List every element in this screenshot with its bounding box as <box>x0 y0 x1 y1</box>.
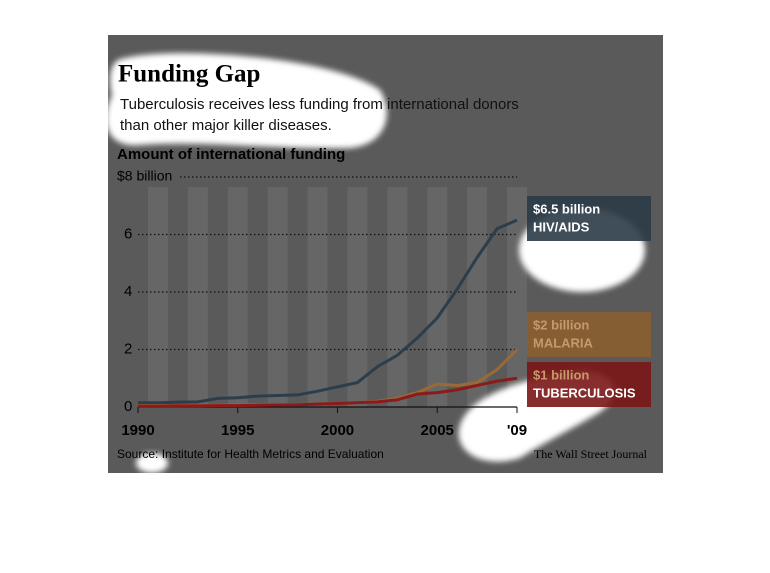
source: Source: Institute for Health Metrics and… <box>117 447 384 461</box>
stripe <box>507 187 527 407</box>
y-axis-label: Amount of international funding <box>117 146 345 163</box>
stripe <box>307 187 328 407</box>
legend-label: MALARIA <box>533 335 594 350</box>
credit: The Wall Street Journal <box>534 447 648 461</box>
legend-box <box>527 312 651 357</box>
stripe <box>467 187 488 407</box>
legend-label: HIV/AIDS <box>533 219 590 234</box>
subtitle: than other major killer diseases. <box>120 117 332 134</box>
x-tick-label: 2005 <box>421 422 454 439</box>
y-tick-label: $8 billion <box>117 168 172 184</box>
legend-label: TUBERCULOSIS <box>533 385 636 400</box>
y-tick-label: 6 <box>124 225 132 242</box>
end-label: $6.5 billion <box>533 201 600 216</box>
legend-box <box>527 196 651 241</box>
end-label: $1 billion <box>533 367 589 382</box>
end-label: $2 billion <box>533 317 589 332</box>
stripe <box>427 187 448 407</box>
stripe <box>147 187 168 407</box>
x-tick-label: 2000 <box>321 422 354 439</box>
x-tick-label: 1990 <box>121 422 154 439</box>
subtitle: Tuberculosis receives less funding from … <box>120 96 519 113</box>
legend-box <box>527 362 651 407</box>
y-tick-label: 2 <box>124 340 132 357</box>
series-line <box>138 218 518 405</box>
chart-title: Funding Gap <box>118 61 260 88</box>
y-tick-label: 0 <box>124 398 132 415</box>
highlight <box>136 453 168 473</box>
stripe <box>227 187 248 407</box>
x-tick-label: '09 <box>507 422 527 439</box>
stripes <box>147 187 527 407</box>
stripe <box>267 187 288 407</box>
y-tick-label: 4 <box>124 283 132 300</box>
highlight <box>106 53 387 149</box>
stripe <box>387 187 408 407</box>
stripe <box>187 187 208 407</box>
x-tick-label: 1995 <box>221 422 254 439</box>
stripe <box>347 187 368 407</box>
series-line <box>138 376 518 408</box>
